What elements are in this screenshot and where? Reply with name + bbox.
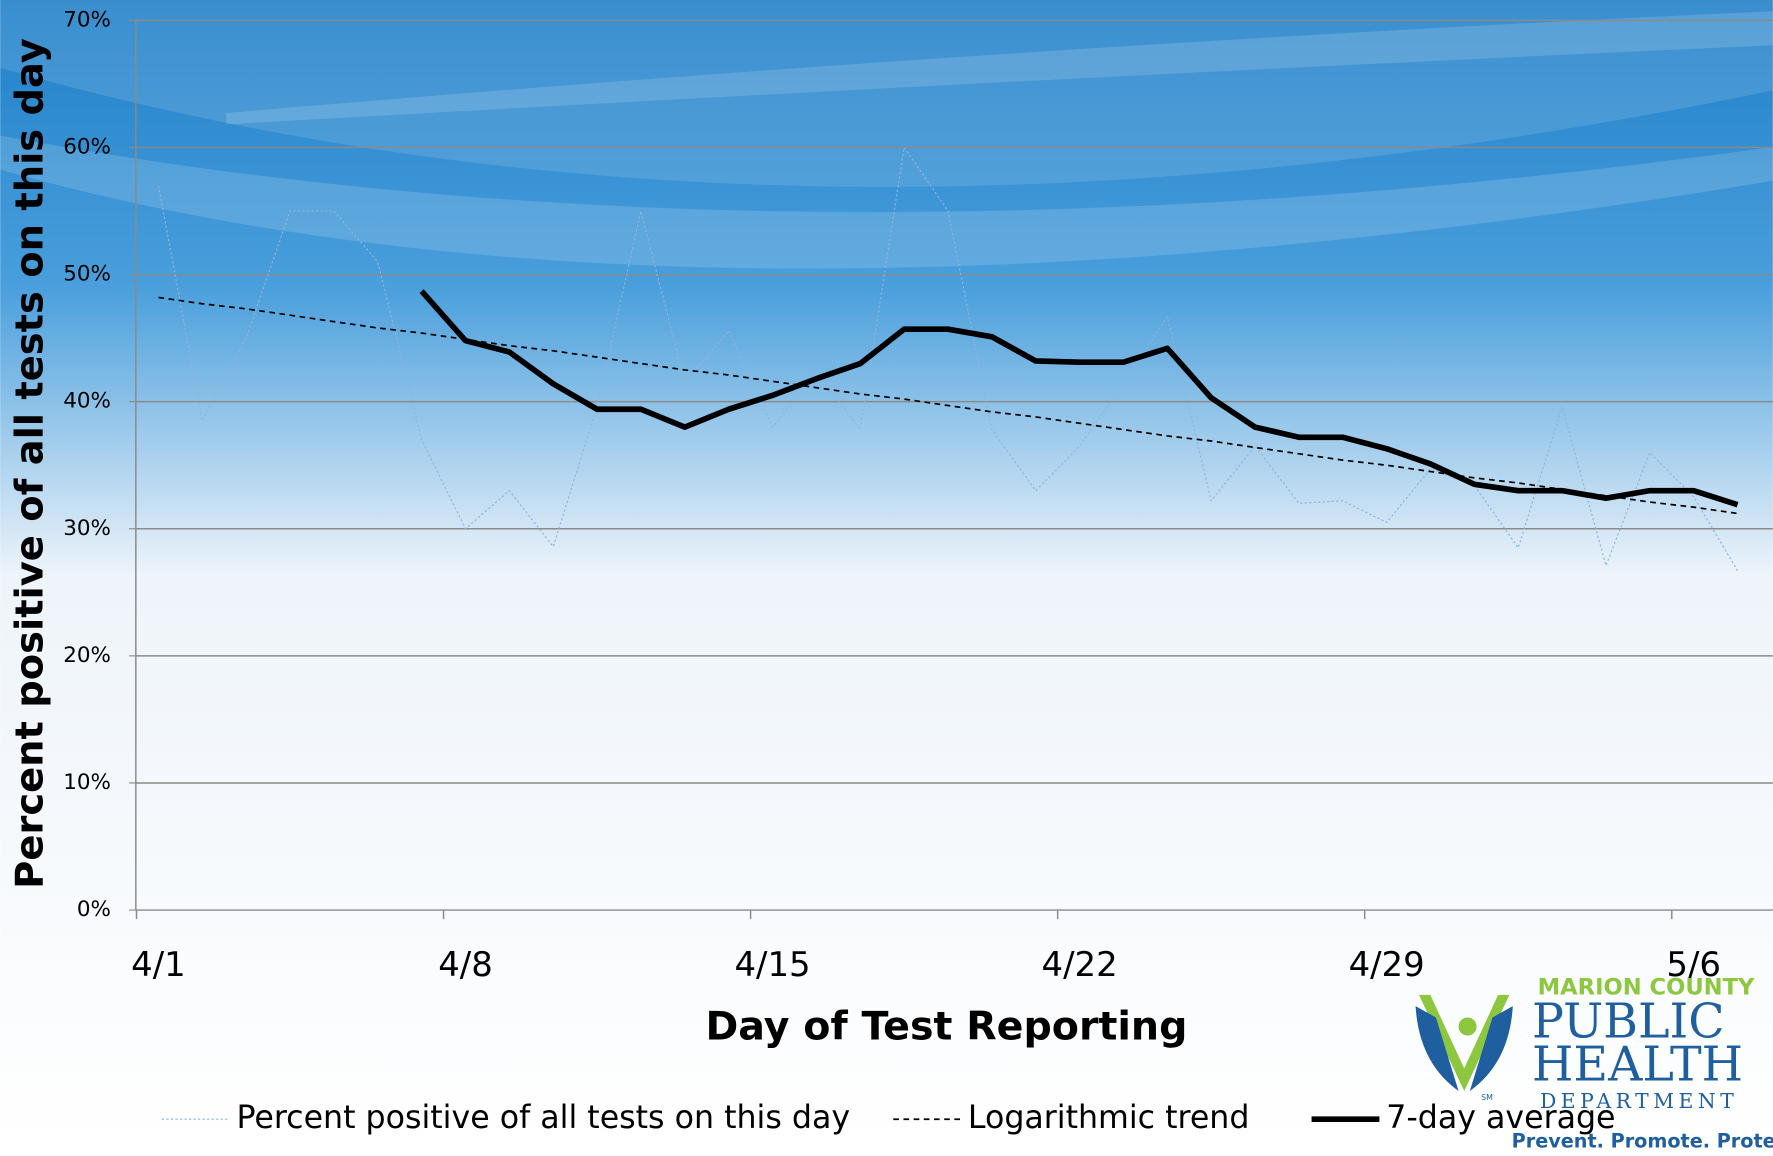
legend-label: Logarithmic trend	[968, 1100, 1250, 1136]
y-tick-label: 0%	[77, 897, 111, 922]
y-tick-label: 30%	[63, 516, 111, 541]
logo-tagline: Prevent. Promote. Protect.	[1512, 1129, 1773, 1152]
x-tick-label: 4/15	[734, 945, 810, 984]
chart: 0% 10% 20% 30% 40% 50% 60% 70% 4/1 4/8 4/15 4/22 4/2…	[0, 0, 1773, 1152]
page: {"chart_data": {"type": "line", "x_label…	[0, 0, 1773, 1152]
x-tick-label: 4/22	[1042, 945, 1118, 984]
y-tick-label: 70%	[63, 7, 111, 32]
x-tick-label: 4/1	[131, 945, 186, 984]
logo-text: DEPARTMENT	[1540, 1089, 1738, 1113]
logo-mark	[1459, 1017, 1477, 1035]
x-tick-label: 4/8	[438, 945, 493, 984]
logo-text: HEALTH	[1532, 1037, 1743, 1092]
y-axis-title: Percent positive of all tests on this da…	[7, 38, 52, 889]
y-tick-label: 10%	[63, 770, 111, 795]
legend-label: Percent positive of all tests on this da…	[236, 1100, 850, 1136]
logo-sm: SM	[1481, 1093, 1493, 1102]
y-tick-label: 20%	[63, 643, 111, 668]
x-axis-title: Day of Test Reporting	[705, 1003, 1187, 1049]
y-tick-label: 60%	[63, 134, 111, 159]
x-tick-label: 4/29	[1349, 945, 1425, 984]
y-tick-label: 40%	[63, 389, 111, 414]
y-tick-label: 50%	[63, 262, 111, 287]
